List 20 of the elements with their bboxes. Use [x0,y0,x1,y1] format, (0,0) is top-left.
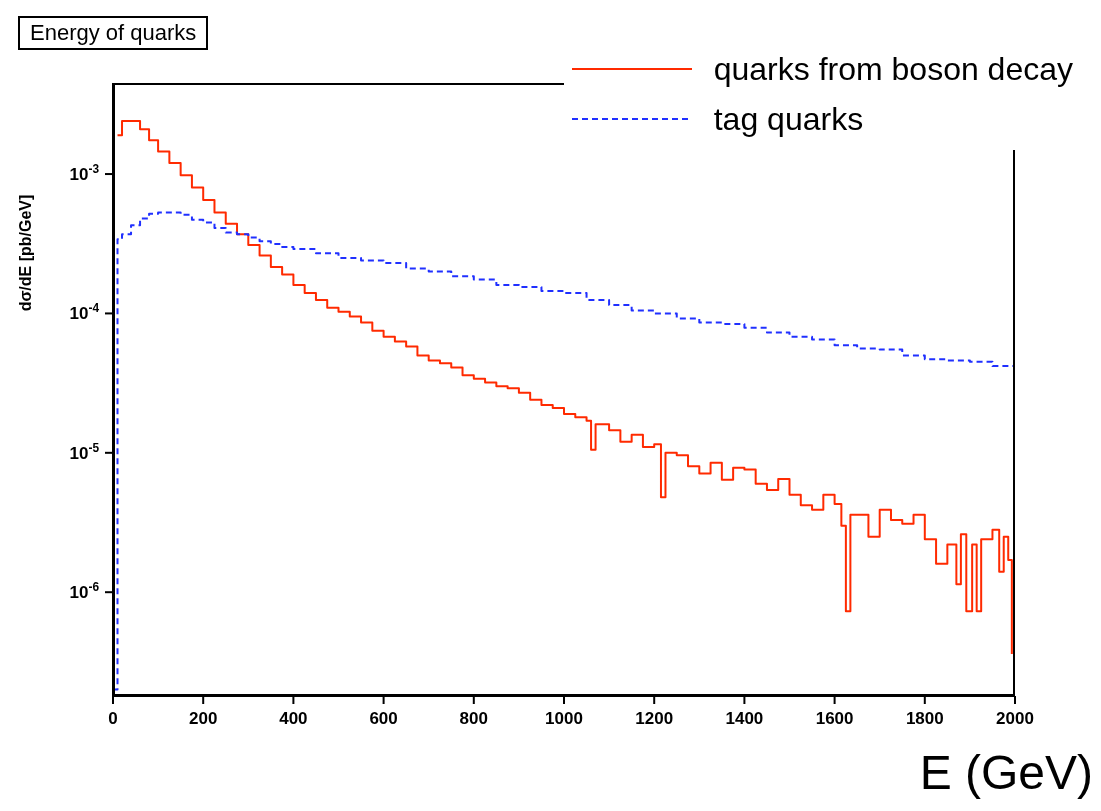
y-axis-title: dσ/dE [pb/GeV] [17,194,35,312]
x-tick-label: 800 [459,709,488,728]
x-tick-label: 1800 [905,709,944,728]
x-tick-label: 400 [279,709,308,728]
x-tick-label: 1400 [725,709,764,728]
x-tick-label: 2000 [996,709,1034,728]
legend-label: quarks from boson decay [713,50,1073,88]
x-tick-label: 0 [108,709,118,728]
x-axis-title: E (GeV) [919,745,1093,800]
y-tick-label: 10$^{-6}$ [69,580,100,603]
x-tick-label: 1000 [545,709,583,728]
y-tick-label: 10$^{-5}$ [69,440,100,463]
x-tick-label: 1200 [635,709,674,728]
legend-label: tag quarks [713,100,864,138]
x-tick-label: 200 [189,709,218,728]
x-tick-label: 1600 [815,709,854,728]
y-tick-label: 10$^{-3}$ [69,162,100,185]
x-tick-label: 600 [369,709,398,728]
y-tick-label: 10$^{-4}$ [69,301,100,324]
chart-title: Energy of quarks [18,16,209,50]
